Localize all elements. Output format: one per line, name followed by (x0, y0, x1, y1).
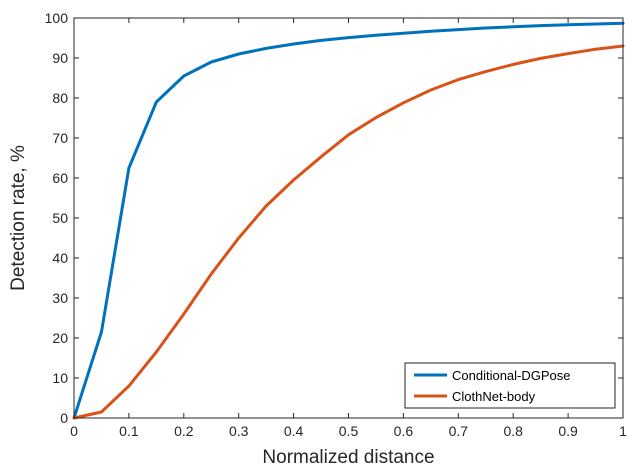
x-tick-label: 0.1 (119, 423, 139, 439)
legend-label-clothnet-body: ClothNet-body (452, 389, 536, 404)
x-tick-label: 0.3 (229, 423, 249, 439)
x-tick-label: 0.7 (449, 423, 469, 439)
x-ticks: 0 0.1 0.2 0.3 0.4 0.5 0.6 0.7 0.8 0.9 1 (70, 18, 627, 439)
x-tick-label: 0.6 (394, 423, 414, 439)
x-tick-label: 0.2 (174, 423, 194, 439)
y-tick-label: 90 (52, 50, 68, 66)
y-tick-label: 40 (52, 250, 68, 266)
legend-label-conditional-dgpose: Conditional-DGPose (452, 368, 571, 383)
x-axis-label: Normalized distance (262, 447, 434, 467)
x-tick-label: 0 (70, 423, 78, 439)
x-tick-label: 0.4 (284, 423, 304, 439)
x-tick-label: 0.9 (558, 423, 578, 439)
y-tick-label: 0 (60, 410, 68, 426)
legend-box (404, 362, 616, 409)
legend: Conditional-DGPose ClothNet-body (404, 362, 616, 409)
x-tick-label: 0.8 (503, 423, 523, 439)
y-tick-label: 30 (52, 290, 68, 306)
y-tick-label: 50 (52, 210, 68, 226)
x-tick-label: 1 (619, 423, 627, 439)
series-line-conditional-dgpose (72, 21, 625, 420)
y-tick-label: 60 (52, 170, 68, 186)
y-axis-label: Detection rate, % (8, 145, 29, 291)
y-tick-label: 20 (52, 330, 68, 346)
y-tick-label: 10 (52, 370, 68, 386)
x-tick-label: 0.5 (339, 423, 359, 439)
y-ticks: 0 10 20 30 40 50 60 70 80 90 100 (45, 10, 623, 426)
plot-area (74, 18, 623, 418)
y-tick-label: 70 (52, 130, 68, 146)
series-line-clothnet-body (72, 44, 625, 420)
y-tick-label: 80 (52, 90, 68, 106)
y-tick-label: 100 (45, 10, 69, 26)
series-layer (72, 21, 625, 420)
